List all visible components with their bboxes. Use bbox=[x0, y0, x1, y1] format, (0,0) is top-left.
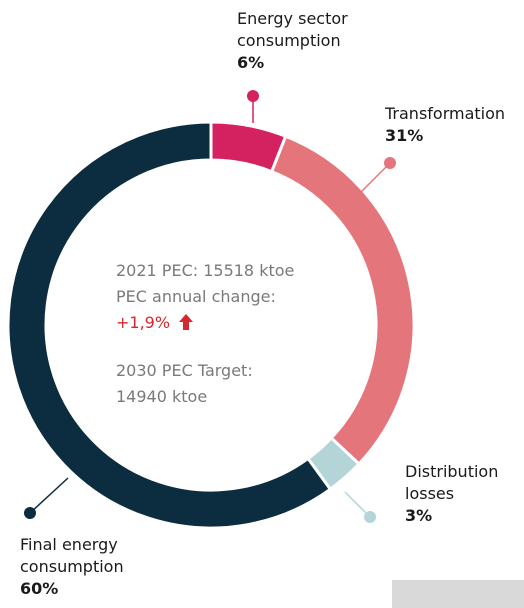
category-label: Distribution losses bbox=[405, 462, 499, 503]
category-label: Final energy consumption bbox=[20, 535, 124, 576]
callout-dot bbox=[384, 157, 396, 169]
donut bbox=[6, 120, 416, 530]
callout-line bbox=[29, 477, 69, 514]
value-label: 60% bbox=[20, 579, 59, 598]
center-change: +1,9% bbox=[116, 313, 170, 332]
value-label: 31% bbox=[385, 126, 424, 145]
value-label: 6% bbox=[237, 53, 265, 72]
center-text: 2030 PEC Target: bbox=[116, 361, 253, 380]
callout-dot bbox=[24, 507, 36, 519]
donut-segment bbox=[269, 134, 416, 467]
label: Distribution losses 3% bbox=[405, 461, 515, 527]
center-text: PEC annual change: bbox=[116, 287, 276, 306]
callout-dot bbox=[247, 90, 259, 102]
footer-tab[interactable] bbox=[392, 580, 524, 608]
callouts bbox=[24, 90, 396, 523]
label: Energy sector consumption 6% bbox=[237, 8, 377, 74]
up-arrow bbox=[179, 314, 193, 330]
category-label: Energy sector consumption bbox=[237, 9, 348, 50]
callout-line bbox=[359, 162, 391, 194]
label: Transformation 31% bbox=[385, 103, 524, 147]
donut-segment bbox=[6, 120, 333, 530]
label: Final energy consumption 60% bbox=[20, 534, 160, 600]
center-text: 2021 PEC: 15518 ktoe bbox=[116, 261, 294, 280]
callout-dot bbox=[364, 511, 376, 523]
value-label: 3% bbox=[405, 506, 433, 525]
category-label: Transformation bbox=[385, 104, 506, 123]
center-text: 14940 ktoe bbox=[116, 387, 207, 406]
